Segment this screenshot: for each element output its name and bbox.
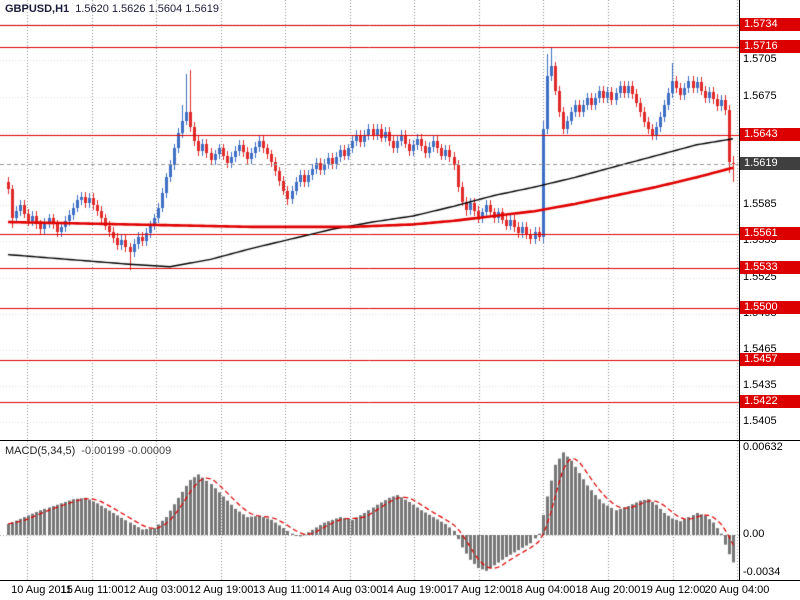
chart-title: GBPUSD,H1 1.5620 1.5626 1.5604 1.5619: [5, 3, 219, 15]
macd-name-label: MACD(5,34,5): [5, 445, 76, 457]
time-axis-label: 12 Aug 19:00: [188, 584, 254, 596]
current-price-tag: 1.5619: [740, 157, 800, 170]
price-tick-label: 1.5675: [743, 90, 777, 102]
ohlc-values-label: 1.5620 1.5626 1.5604 1.5619: [75, 3, 219, 15]
macd-chart-canvas[interactable]: [0, 441, 739, 581]
level-price-tag[interactable]: 1.5643: [740, 128, 800, 141]
time-axis-label: 14 Aug 03:00: [317, 584, 383, 596]
time-axis-divider: [0, 580, 800, 581]
price-axis-divider: [739, 0, 740, 581]
macd-tick-label: -0.0034: [743, 566, 781, 578]
time-axis-label: 13 Aug 11:00: [252, 584, 318, 596]
level-price-tag[interactable]: 1.5500: [740, 301, 800, 314]
level-price-tag[interactable]: 1.5561: [740, 227, 800, 240]
price-tick-label: 1.5585: [743, 198, 777, 210]
level-price-tag[interactable]: 1.5716: [740, 40, 800, 53]
level-price-tag[interactable]: 1.5533: [740, 261, 800, 274]
macd-tick-label: 0.00: [743, 528, 765, 540]
symbol-timeframe-label: GBPUSD,H1: [5, 3, 70, 15]
level-price-tag[interactable]: 1.5457: [740, 353, 800, 366]
time-axis-label: 12 Aug 03:00: [123, 584, 189, 596]
price-tick-label: 1.5435: [743, 379, 777, 391]
time-axis-label: 11 Aug 11:00: [60, 584, 124, 596]
time-axis-label: 17 Aug 12:00: [446, 584, 512, 596]
price-tick-label: 1.5465: [743, 343, 777, 355]
time-axis-label: 19 Aug 12:00: [640, 584, 706, 596]
price-tick-label: 1.5705: [743, 53, 777, 65]
level-price-tag[interactable]: 1.5422: [740, 395, 800, 408]
macd-tick-label: 0.00632: [743, 441, 783, 453]
panel-separator[interactable]: [0, 440, 800, 441]
price-tick-label: 1.5405: [743, 415, 777, 427]
time-axis-label: 10 Aug 2015: [11, 584, 73, 596]
time-axis-label: 18 Aug 04:00: [510, 584, 576, 596]
level-price-tag[interactable]: 1.5734: [740, 18, 800, 31]
macd-indicator-title: MACD(5,34,5) -0.00199 -0.00009: [5, 445, 171, 457]
time-axis-label: 20 Aug 04:00: [704, 584, 770, 596]
price-chart-canvas[interactable]: [0, 0, 739, 440]
time-axis-label: 18 Aug 20:00: [575, 584, 641, 596]
macd-values-label: -0.00199 -0.00009: [81, 445, 172, 457]
price-tick-label: 1.5525: [743, 271, 777, 283]
time-axis-label: 14 Aug 19:00: [381, 584, 447, 596]
